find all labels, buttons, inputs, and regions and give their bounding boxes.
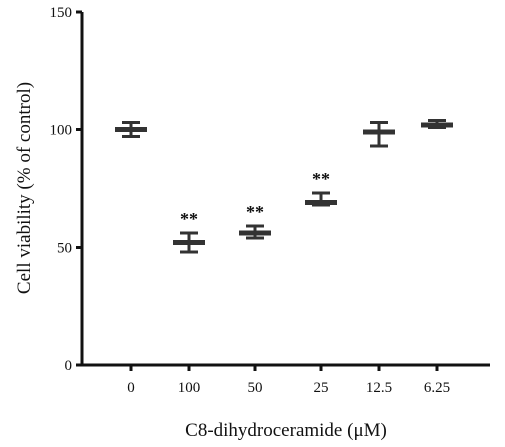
significance-annotation: ** <box>180 209 198 229</box>
x-tick-label: 6.25 <box>424 380 450 396</box>
x-tick-label: 50 <box>248 380 263 396</box>
x-tick-label: 100 <box>178 380 201 396</box>
y-tick-label: 100 <box>50 123 73 139</box>
y-tick-label: 150 <box>50 5 73 21</box>
axes-group <box>76 10 490 371</box>
x-tick-label: 25 <box>314 380 329 396</box>
labels-group: 0 50 100 150 0 100 50 25 12.5 6.25 ** ** ** <box>50 5 451 396</box>
x-tick-label: 12.5 <box>366 380 392 396</box>
y-axis-title: Cell viability (% of control) <box>14 82 35 294</box>
significance-annotation: ** <box>246 202 264 222</box>
y-tick-label: 50 <box>57 240 72 256</box>
y-tick-label: 0 <box>65 358 73 374</box>
marks-group <box>115 118 453 254</box>
x-tick-label: 0 <box>127 380 135 396</box>
x-axis-title: C8-dihydroceramide (μM) <box>185 420 387 441</box>
significance-annotation: ** <box>312 169 330 189</box>
